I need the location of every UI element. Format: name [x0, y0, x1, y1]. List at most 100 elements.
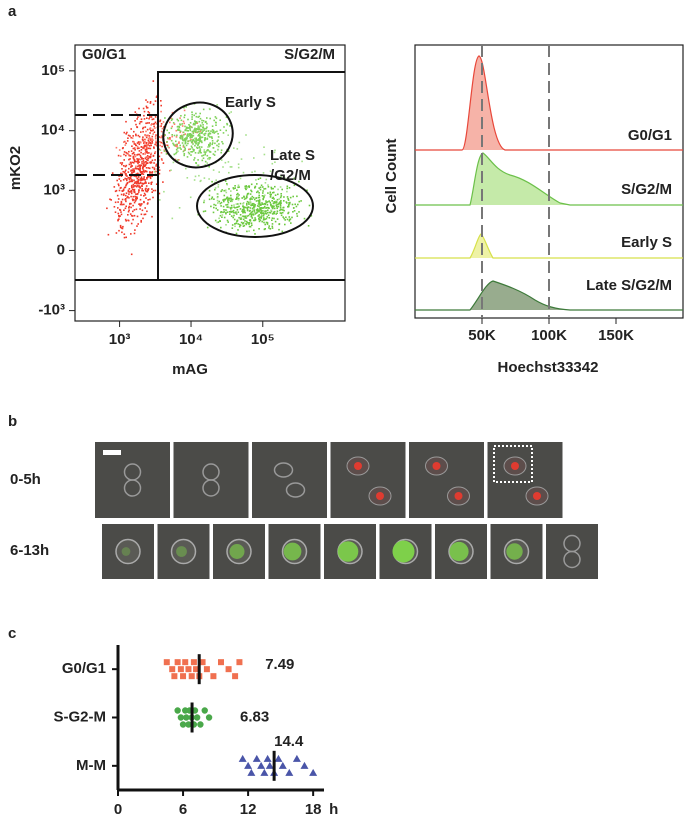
- cloud-dot: [129, 161, 132, 164]
- cloud-dot: [126, 179, 128, 182]
- cloud-dot: [256, 183, 258, 185]
- cloud-dot: [280, 195, 283, 197]
- cloud-dot: [127, 189, 130, 192]
- cloud-dot: [252, 219, 255, 222]
- cloud-dot: [275, 213, 277, 215]
- cloud-dot: [245, 197, 247, 200]
- cloud-dot: [197, 159, 199, 161]
- cloud-dot: [196, 164, 199, 167]
- cloud-dot: [117, 198, 120, 200]
- cloud-dot: [178, 141, 180, 143]
- cloud-dot: [142, 107, 145, 110]
- cloud-dot: [125, 133, 127, 135]
- cloud-dot: [204, 153, 206, 156]
- cloud-dot: [143, 161, 145, 164]
- cloud-dot: [140, 118, 143, 120]
- cloud-dot: [137, 159, 139, 162]
- cloud-dot: [119, 226, 122, 228]
- cloud-dot: [251, 195, 254, 198]
- cloud-dot: [208, 145, 210, 148]
- cloud-dot: [248, 223, 250, 226]
- cloud-dot: [138, 185, 141, 187]
- cloud-dot: [241, 208, 244, 211]
- x-tick-label: 0: [114, 801, 122, 818]
- cloud-dot: [130, 166, 132, 168]
- cloud-dot: [279, 203, 282, 206]
- cloud-dot: [132, 210, 134, 213]
- cloud-dot: [191, 136, 193, 138]
- cloud-dot: [192, 123, 195, 126]
- cloud-dot: [271, 197, 274, 199]
- cloud-dot: [154, 100, 157, 102]
- cloud-dot: [262, 192, 264, 194]
- row-label: 6-13h: [10, 542, 49, 559]
- cloud-dot: [228, 188, 230, 190]
- cloud-dot: [184, 137, 186, 140]
- cloud-dot: [171, 217, 174, 220]
- cloud-dot: [178, 126, 181, 129]
- cloud-dot: [260, 217, 262, 219]
- cloud-dot: [289, 196, 292, 199]
- cloud-dot: [142, 173, 145, 175]
- point: [218, 659, 224, 666]
- cloud-dot: [267, 209, 269, 212]
- cloud-dot: [126, 175, 128, 177]
- cloud-dot: [275, 204, 278, 206]
- cloud-dot: [208, 158, 211, 161]
- cloud-dot: [251, 217, 254, 219]
- point: [274, 754, 283, 762]
- cloud-dot: [281, 188, 283, 191]
- cloud-dot: [172, 122, 175, 124]
- cloud-dot: [243, 208, 245, 211]
- x-tick-label: 10⁴: [179, 331, 203, 348]
- cloud-dot: [249, 225, 252, 228]
- cloud-dot: [136, 158, 138, 160]
- cloud-dot: [198, 174, 200, 177]
- cloud-dot: [236, 148, 239, 150]
- cloud-dot: [189, 128, 191, 130]
- cloud-dot: [155, 140, 157, 143]
- cloud-dot: [273, 210, 276, 213]
- cloud-dot: [129, 135, 131, 137]
- cloud-dot: [206, 126, 208, 128]
- cloud-dot: [195, 112, 197, 115]
- cloud-dot: [142, 147, 144, 150]
- gate-label: Early S: [225, 94, 276, 111]
- cloud-dot: [154, 121, 157, 124]
- cloud-dot: [276, 198, 279, 201]
- cloud-dot: [264, 194, 266, 197]
- cloud-dot: [246, 209, 249, 212]
- nucleus: [533, 492, 541, 500]
- cloud-dot: [141, 158, 143, 160]
- cloud-dot: [133, 143, 136, 145]
- cloud-dot: [201, 132, 203, 134]
- cloud-dot: [284, 223, 286, 226]
- cloud-dot: [277, 193, 279, 196]
- cloud-dot: [213, 132, 216, 134]
- cloud-dot: [125, 184, 127, 187]
- cloud-dot: [125, 236, 127, 239]
- cloud-dot: [195, 140, 198, 143]
- cloud-dot: [148, 112, 151, 114]
- cloud-dot: [217, 149, 219, 151]
- cloud-dot: [140, 151, 142, 154]
- cloud-dot: [130, 190, 133, 193]
- cloud-dot: [145, 185, 148, 187]
- cloud-dot: [220, 159, 223, 161]
- cloud-dot: [151, 142, 154, 144]
- cloud-dot: [135, 185, 138, 188]
- cloud-dot: [134, 149, 136, 151]
- cloud-dot: [130, 169, 133, 171]
- cloud-dot: [197, 152, 200, 154]
- cloud-dot: [117, 219, 119, 222]
- cloud-dot: [134, 111, 137, 113]
- cloud-dot: [176, 159, 179, 161]
- cloud-dot: [137, 116, 139, 118]
- cloud-dot: [154, 159, 156, 161]
- cloud-dot: [148, 117, 150, 120]
- cloud-dot: [203, 149, 206, 151]
- cloud-dot: [185, 138, 187, 141]
- cloud-dot: [237, 206, 239, 208]
- cloud-dot: [122, 188, 125, 191]
- cloud-dot: [144, 170, 147, 172]
